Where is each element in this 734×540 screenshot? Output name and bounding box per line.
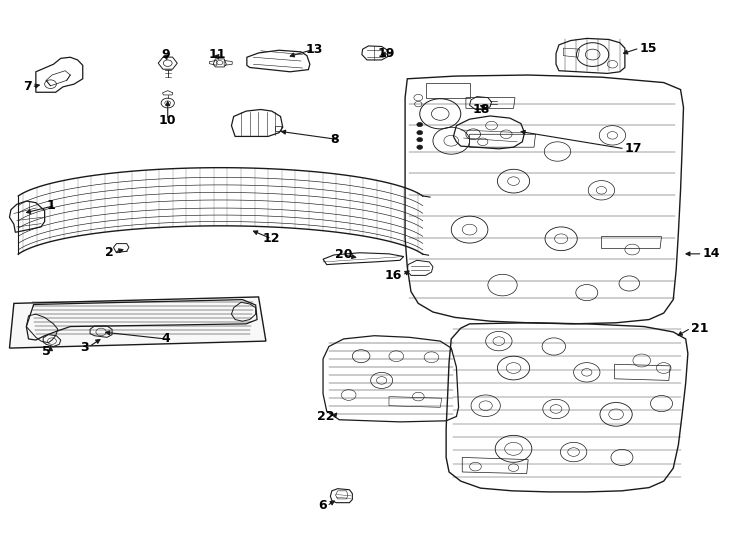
Circle shape: [417, 131, 423, 135]
Text: 14: 14: [702, 247, 720, 260]
Circle shape: [417, 123, 423, 127]
Text: 5: 5: [42, 346, 51, 359]
Circle shape: [417, 145, 423, 150]
Text: 8: 8: [330, 133, 339, 146]
Text: 17: 17: [625, 143, 642, 156]
Text: 15: 15: [639, 42, 657, 55]
Text: 21: 21: [691, 322, 708, 335]
Text: 12: 12: [263, 232, 280, 245]
Text: 22: 22: [316, 410, 334, 423]
Text: 7: 7: [23, 80, 32, 93]
Circle shape: [417, 138, 423, 142]
Text: 20: 20: [335, 248, 352, 261]
Text: 18: 18: [473, 103, 490, 116]
Text: 10: 10: [159, 114, 176, 127]
Text: 13: 13: [305, 43, 323, 56]
Text: 4: 4: [161, 333, 170, 346]
Text: 9: 9: [161, 48, 170, 61]
Text: 16: 16: [385, 269, 402, 282]
Text: 1: 1: [47, 199, 56, 212]
Text: 3: 3: [80, 341, 89, 354]
Text: 19: 19: [377, 47, 395, 60]
Text: 2: 2: [106, 246, 115, 259]
Polygon shape: [10, 297, 266, 348]
Text: 11: 11: [208, 48, 225, 61]
Text: 6: 6: [318, 500, 327, 512]
